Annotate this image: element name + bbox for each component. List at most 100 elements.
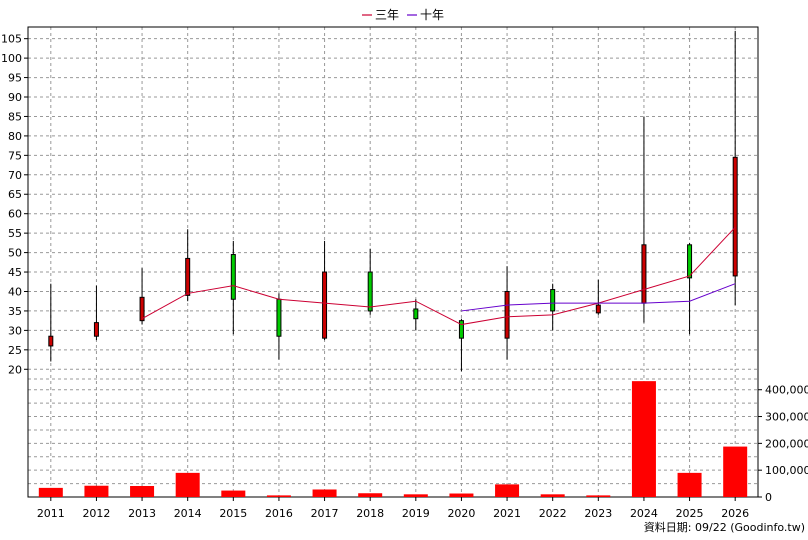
price-tick-label-8: 60 [8,208,22,221]
x-tick-label-12: 2023 [584,507,612,520]
x-axis: 2011 2012 2013 2014 2015 2016 2017 2018 2019 2020… [37,497,749,520]
x-tick-label-0: 2011 [37,507,65,520]
candle-2019 [413,299,419,331]
candle-2018 [367,248,373,315]
candle-body-2012 [93,322,99,337]
volume-tick-label-1: 100,000 [765,464,808,477]
candle-2023 [595,279,601,315]
volume-bar-2018 [358,493,383,497]
candle-body-2021 [504,290,510,339]
volume-bar-2014 [175,472,200,497]
x-tick-label-11: 2022 [539,507,567,520]
price-tick-label-9: 65 [8,188,22,201]
candle-2021 [504,266,510,360]
price-tick-label-13: 85 [8,110,22,123]
candle-body-2011 [48,335,54,347]
candle-2022 [550,283,556,331]
volume-bar-2015 [221,490,246,497]
candle-2026 [732,30,738,306]
candle-body-2019 [413,308,419,320]
x-tick-label-15: 2026 [721,507,749,520]
candle-body-2026 [732,156,738,277]
candle-2013 [139,268,145,325]
price-axis: 20 25 30 35 40 45 50 55 60 65 70 75 80 85 90 95 100 105 [1,33,28,376]
volume-tick-label-0: 0 [765,491,772,504]
price-tick-label-14: 90 [8,91,22,104]
price-tick-label-0: 20 [8,363,22,376]
volume-bar-2021 [495,484,520,497]
ma-line-1 [461,283,736,312]
volume-bar-2024 [631,381,656,497]
candle-body-2023 [595,304,601,314]
price-tick-label-10: 70 [8,169,22,182]
candle-2020 [458,318,464,372]
x-tick-label-6: 2017 [311,507,339,520]
ma-line-0 [141,226,736,326]
candle-body-2013 [139,296,145,322]
candle-body-2022 [550,289,556,312]
volume-bar-2016 [266,495,291,497]
price-tick-label-15: 95 [8,72,22,85]
volume-bar-2022 [540,494,565,497]
candle-2017 [322,240,328,341]
price-tick-label-16: 100 [1,52,22,65]
price-tick-label-2: 30 [8,324,22,337]
x-tick-label-9: 2020 [447,507,475,520]
legend-label-0: 三年 [375,8,399,22]
x-tick-label-7: 2018 [356,507,384,520]
volume-tick-label-2: 200,000 [765,437,808,450]
candle-body-2015 [230,254,236,300]
price-tick-label-17: 105 [1,33,22,46]
volume-bar-2012 [84,485,109,497]
candle-body-2020 [458,320,464,339]
x-tick-label-10: 2021 [493,507,521,520]
x-tick-label-2: 2013 [128,507,156,520]
candle-2012 [93,285,99,341]
candle-body-2014 [185,257,191,296]
volume-bar-2025 [677,472,702,497]
candle-body-2024 [641,244,647,304]
moving-average-lines [141,226,736,326]
x-tick-label-13: 2024 [630,507,658,520]
volume-bar-2013 [130,486,155,497]
legend: 三年 十年 [362,8,444,22]
candle-2025 [687,242,693,335]
volume-bar-2020 [449,493,474,497]
candle-2011 [48,283,54,362]
price-tick-label-1: 25 [8,344,22,357]
candlesticks [48,30,738,372]
price-tick-label-7: 55 [8,227,22,240]
plot-border [27,26,759,498]
x-tick-label-14: 2025 [676,507,704,520]
candle-2014 [185,229,191,302]
price-tick-label-5: 45 [8,266,22,279]
candle-2024 [641,116,647,323]
candle-body-2017 [322,271,328,339]
volume-bars [38,381,748,497]
volume-axis: 0 100,000 200,000 300,000 400,000 [758,384,808,504]
price-tick-label-6: 50 [8,247,22,260]
candle-body-2018 [367,271,373,312]
x-tick-label-8: 2019 [402,507,430,520]
price-tick-label-12: 80 [8,130,22,143]
candle-body-2016 [276,298,282,337]
volume-tick-label-4: 400,000 [765,384,808,397]
x-tick-label-5: 2016 [265,507,293,520]
volume-bar-2026 [723,446,748,497]
x-tick-label-4: 2015 [219,507,247,520]
x-tick-label-1: 2012 [82,507,110,520]
volume-bar-2023 [586,495,611,497]
price-tick-label-11: 75 [8,149,22,162]
candle-body-2025 [687,244,693,279]
legend-label-1: 十年 [420,8,444,22]
volume-tick-label-3: 300,000 [765,411,808,424]
volume-bar-2019 [403,494,428,497]
footer-source: 資料日期: 09/22 (Goodinfo.tw) [644,520,805,534]
candle-2015 [230,240,236,335]
volume-bar-2011 [38,487,63,497]
volume-bar-2017 [312,489,337,497]
price-tick-label-3: 35 [8,305,22,318]
price-tick-label-4: 40 [8,285,22,298]
x-tick-label-3: 2014 [174,507,202,520]
